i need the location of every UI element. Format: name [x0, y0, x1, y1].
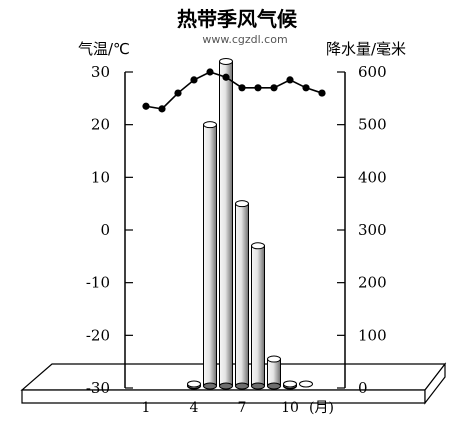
precip-bar: [267, 355, 281, 390]
chart-title: 热带季风气候: [177, 7, 298, 31]
bar-bottom: [267, 382, 281, 390]
base-platform-side: [424, 362, 446, 405]
watermark: www.cgzdl.com: [202, 33, 287, 46]
temperature-point: [174, 89, 182, 97]
bar-bottom: [203, 382, 217, 390]
precip-bar: [235, 200, 249, 390]
right-axis-title: 降水量/毫米: [326, 40, 406, 58]
left-tick-label: 30: [91, 63, 110, 81]
temperature-polyline: [145, 71, 323, 110]
bar-body: [235, 203, 249, 387]
bar-top: [251, 242, 265, 250]
right-tick-label: 0: [358, 379, 368, 397]
bar-body: [251, 245, 265, 387]
temperature-point: [254, 84, 262, 92]
right-tick-label: 400: [358, 168, 387, 186]
temperature-point: [206, 68, 214, 76]
left-axis-ticks: 30 20 10 0 -10 -20 -30: [86, 63, 133, 397]
left-tick-label: 10: [91, 168, 110, 186]
right-tick-label: 100: [358, 326, 387, 344]
x-tick-label: 1: [142, 400, 151, 416]
right-axis-ticks: 600 500 400 300 200 100 0: [337, 63, 387, 397]
precipitation-bars: [187, 57, 313, 390]
left-tick-label: -30: [86, 379, 110, 397]
x-axis-unit: (月): [309, 400, 334, 416]
temperature-point: [318, 89, 326, 97]
left-axis-title: 气温/℃: [78, 40, 130, 58]
bar-bottom: [235, 382, 249, 390]
bar-bottom: [251, 382, 265, 390]
x-tick-label: 7: [238, 400, 247, 416]
bar-top: [235, 200, 249, 208]
bar-top: [219, 57, 233, 65]
x-tick-label: 10: [281, 400, 299, 416]
temperature-point: [286, 76, 294, 84]
temperature-point: [142, 102, 150, 110]
right-tick-label: 200: [358, 274, 387, 292]
temperature-line: [142, 68, 326, 113]
temperature-point: [190, 76, 198, 84]
bar-top: [267, 355, 281, 363]
precip-bar: [219, 57, 233, 390]
precip-disc: [299, 380, 313, 388]
precip-disc: [187, 380, 201, 388]
x-tick-label: 4: [190, 400, 199, 416]
left-tick-label: 0: [100, 221, 110, 239]
precip-bar: [203, 121, 217, 390]
temperature-point: [222, 73, 230, 81]
bar-body: [219, 60, 233, 387]
temperature-point: [238, 84, 246, 92]
precip-bar: [251, 242, 265, 390]
x-axis-ticks: 1 4 7 10 (月): [142, 400, 334, 416]
bar-body: [267, 358, 281, 387]
left-tick-label: -10: [86, 274, 110, 292]
temperature-point: [270, 84, 278, 92]
right-tick-label: 300: [358, 221, 387, 239]
left-tick-label: 20: [91, 116, 110, 134]
bar-top: [203, 121, 217, 129]
temperature-point: [302, 84, 310, 92]
left-tick-label: -20: [86, 326, 110, 344]
precip-disc: [283, 380, 297, 388]
right-tick-label: 600: [358, 63, 387, 81]
bar-bottom: [219, 382, 233, 390]
right-tick-label: 500: [358, 116, 387, 134]
bar-body: [203, 124, 217, 387]
temperature-point: [158, 105, 166, 113]
